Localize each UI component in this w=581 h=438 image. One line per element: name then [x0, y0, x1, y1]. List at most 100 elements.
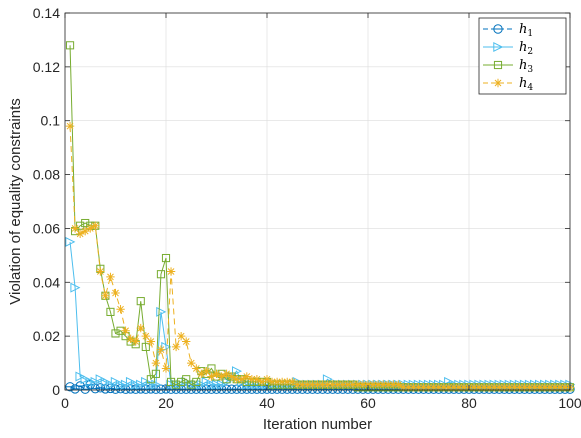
series-h4-point	[449, 383, 459, 392]
series-h4-point	[212, 369, 221, 379]
series-h4-point	[399, 383, 408, 392]
series-h4-point	[485, 383, 494, 392]
series-h2-point	[196, 379, 207, 390]
legend-marker	[493, 60, 503, 70]
series-h4-point	[555, 383, 565, 392]
series-layer	[65, 41, 576, 394]
series-h4-point	[404, 383, 413, 392]
series-h4-point	[176, 331, 186, 341]
series-h4-point	[424, 383, 433, 392]
y-tick-label: 0.06	[33, 220, 60, 236]
series-h4-point	[252, 375, 262, 384]
x-tick-label: 80	[461, 395, 477, 411]
series-h4-point	[262, 375, 272, 384]
series-h4-point	[500, 383, 509, 392]
series-h2-point	[100, 376, 111, 387]
series-h4-point	[419, 383, 428, 392]
y-tick-label: 0.14	[33, 5, 60, 21]
series-h4-point	[161, 364, 171, 373]
series-h2-point	[65, 236, 76, 247]
series-h3-point	[187, 380, 196, 389]
series-h4-point	[525, 383, 534, 392]
series-h4-point	[237, 375, 246, 384]
series-h4-point	[267, 377, 277, 387]
series-h4-point	[257, 377, 267, 387]
series-h4-point	[116, 305, 125, 314]
legend-label-subscript: 4	[527, 83, 533, 93]
series-h4-point	[358, 380, 368, 389]
series-h4-point	[156, 345, 166, 354]
series-h4-point	[530, 383, 539, 392]
series-h4-point	[222, 369, 231, 379]
series-h3-point	[161, 253, 171, 263]
ticks: 0 20 40 60 80 100 0 0.02 0.04 0.06 0.08 0.1 0.12 0.14	[33, 5, 581, 411]
series-h4-point	[444, 383, 453, 392]
series-h4-point	[454, 383, 464, 392]
series-h4-point	[91, 221, 100, 230]
series-h4-point	[535, 383, 544, 392]
series-h2-point	[166, 379, 177, 390]
x-tick-label: 60	[360, 395, 376, 411]
series-h3-point	[106, 307, 115, 316]
y-tick-label: 0.1	[41, 113, 61, 129]
series-h2-point	[131, 379, 142, 390]
series-h4-point	[560, 383, 570, 392]
series-h4-point	[65, 121, 75, 131]
series-h2-point	[105, 379, 116, 390]
series-h2-point	[161, 341, 172, 352]
series-h4-point	[136, 323, 145, 333]
series-h2-point	[110, 376, 121, 387]
series-h4-point	[101, 291, 110, 300]
series-h4-point	[490, 383, 499, 392]
series-h2-point	[120, 379, 131, 390]
series-h4-point	[495, 383, 504, 392]
series-h2-point	[171, 379, 182, 390]
series-h4-point	[171, 342, 181, 352]
series-h4-point	[217, 372, 226, 381]
series-h2-point	[221, 376, 232, 387]
series-h2-point	[216, 379, 227, 390]
series-h3-point	[182, 375, 191, 384]
series-h4-point	[146, 337, 156, 346]
series-h4-point	[232, 375, 241, 384]
x-tick-label: 100	[558, 395, 581, 411]
series-h2-point	[211, 379, 222, 390]
series-h4-point	[207, 372, 216, 381]
series-h2-point	[186, 379, 197, 390]
series-h4-point	[166, 267, 176, 276]
y-tick-label: 0.04	[33, 274, 60, 290]
series-h4-point	[272, 377, 282, 387]
series-h3-point	[111, 329, 120, 338]
series-h4-point	[202, 366, 211, 376]
series-h4-point	[409, 383, 418, 392]
series-h4-point	[308, 380, 317, 389]
series-h3-point	[65, 41, 75, 50]
series-h4-point	[373, 380, 383, 389]
series-h2-point	[151, 379, 162, 390]
series-h3-point	[76, 221, 85, 230]
series-h4-point	[303, 380, 312, 389]
series-h4-point	[151, 358, 161, 368]
series-h4-point	[545, 383, 554, 392]
series-h2-point	[90, 376, 101, 387]
series-h4-point	[96, 267, 105, 276]
series-h4-point	[505, 383, 514, 392]
y-tick-label: 0.02	[33, 328, 60, 344]
plot-frame	[64, 12, 571, 391]
y-tick-label: 0.08	[33, 167, 60, 183]
series-h4-point	[70, 224, 80, 233]
legend-marker	[493, 41, 504, 53]
y-axis-label: Violation of equality constraints	[7, 98, 24, 305]
series-h4-point	[414, 383, 423, 392]
series-h2-point	[115, 379, 126, 390]
series-h4-point	[318, 380, 327, 389]
series-h3-point	[146, 375, 155, 384]
series-h2-point	[201, 376, 212, 387]
x-tick-label: 40	[259, 395, 275, 411]
series-h4-point	[197, 369, 206, 379]
series-h4-point	[106, 272, 115, 282]
series-h2-point	[75, 371, 86, 382]
series-h4-point	[348, 380, 358, 389]
